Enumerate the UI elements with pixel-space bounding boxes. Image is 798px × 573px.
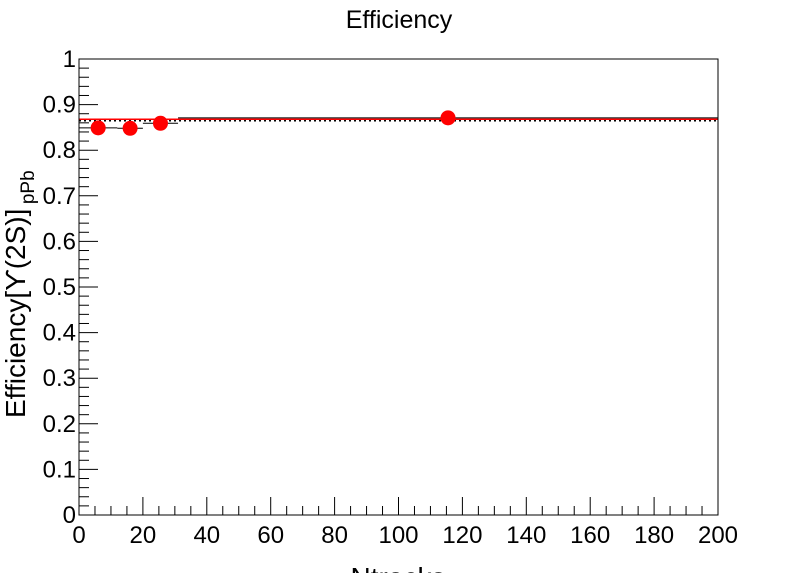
x-tick-label: 40 xyxy=(193,522,220,549)
svg-text:Efficiency[ϒ(2S)] pPb: Efficiency[ϒ(2S)] pPb xyxy=(0,170,39,418)
data-point xyxy=(152,115,168,131)
y-axis-tick-labels: 0 0.1 0.2 0.3 0.4 0.5 0.6 0.7 0.8 0.9 1 xyxy=(43,46,76,529)
y-tick-label: 0.5 xyxy=(43,274,76,301)
y-axis-ticks xyxy=(79,58,98,516)
x-tick-label: 80 xyxy=(321,522,348,549)
x-tick-label: 60 xyxy=(257,522,284,549)
x-axis-ticks xyxy=(78,497,719,515)
y-tick-label: 0 xyxy=(63,502,76,529)
y-axis-title: Efficiency[ϒ(2S)] pPb xyxy=(0,170,39,418)
y-tick-label: 0.2 xyxy=(43,411,76,438)
data-point xyxy=(440,110,456,126)
y-axis-title-main: Efficiency[ϒ(2S)] xyxy=(0,209,31,418)
x-tick-label: 100 xyxy=(378,522,418,549)
y-tick-label: 0.3 xyxy=(43,365,76,392)
x-tick-label: 0 xyxy=(72,522,85,549)
y-tick-label: 1 xyxy=(63,46,76,73)
y-tick-label: 0.1 xyxy=(43,456,76,483)
data-point xyxy=(122,120,138,136)
x-axis-title: Ntracks xyxy=(351,562,446,573)
x-tick-label: 140 xyxy=(506,522,546,549)
y-tick-label: 0.4 xyxy=(43,320,76,347)
x-tick-label: 200 xyxy=(698,522,738,549)
x-tick-label: 160 xyxy=(570,522,610,549)
x-tick-label: 120 xyxy=(442,522,482,549)
y-tick-label: 0.9 xyxy=(43,92,76,119)
data-point xyxy=(90,120,106,136)
x-axis-tick-labels: 0 20 40 60 80 100 120 140 160 180 200 xyxy=(72,522,738,549)
data-markers xyxy=(90,110,456,136)
reference-lines xyxy=(79,118,718,122)
x-tick-label: 180 xyxy=(634,522,674,549)
chart-title: Efficiency xyxy=(346,6,453,34)
y-tick-label: 0.6 xyxy=(43,228,76,255)
y-axis-title-subscript: pPb xyxy=(18,170,39,204)
y-tick-label: 0.7 xyxy=(43,183,76,210)
x-tick-label: 20 xyxy=(130,522,157,549)
y-tick-label: 0.8 xyxy=(43,137,76,164)
